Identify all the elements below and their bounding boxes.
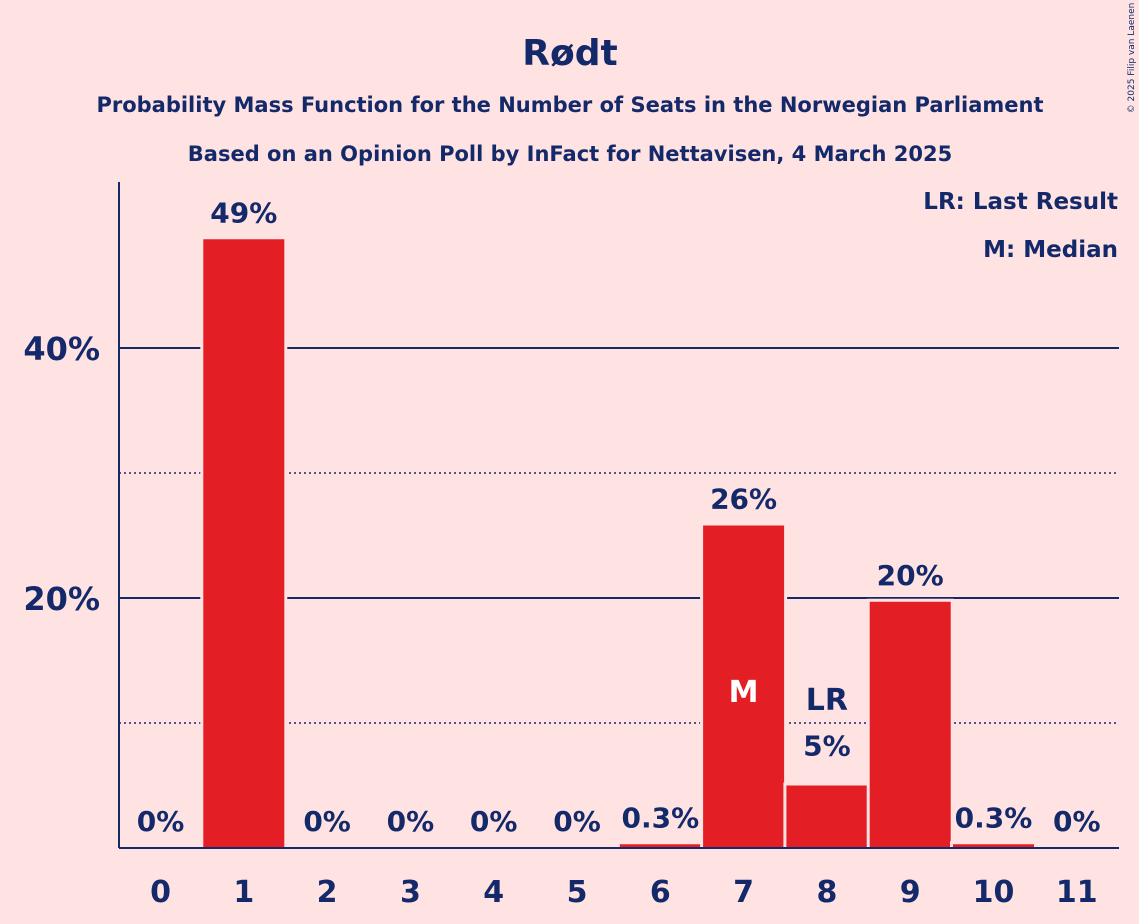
x-tick-label: 8 <box>816 875 837 910</box>
value-label-0: 0% <box>137 805 185 838</box>
x-tick-label: 5 <box>567 875 588 910</box>
bar-seats-9 <box>869 601 951 848</box>
bar-seats-7 <box>703 525 785 848</box>
data-labels: 0% 49% 0% 0% 0% 0% 0.3% 26% 5% 20% 0.3% 0% M LR <box>137 196 1101 838</box>
bars <box>200 236 1037 848</box>
legend-median: M: Median <box>983 237 1118 263</box>
median-marker: M <box>729 675 759 710</box>
y-tick-label: 40% <box>23 330 100 368</box>
last-result-marker: LR <box>806 683 848 718</box>
x-tick-label: 4 <box>483 875 504 910</box>
value-label-3: 0% <box>387 805 435 838</box>
value-label-9: 20% <box>877 559 944 592</box>
value-label-6: 0.3% <box>621 801 699 834</box>
x-tick-label: 10 <box>973 875 1015 910</box>
value-label-8: 5% <box>803 730 851 763</box>
chart-subtitle-line2: Based on an Opinion Poll by InFact for N… <box>188 142 952 166</box>
chart-title: Rødt <box>522 33 617 74</box>
bar-seats-6 <box>619 844 701 848</box>
value-label-7: 26% <box>710 483 777 516</box>
value-label-4: 0% <box>470 805 518 838</box>
legend-last-result: LR: Last Result <box>923 189 1118 215</box>
chart-subtitle-line1: Probability Mass Function for the Number… <box>96 93 1043 117</box>
x-tick-label: 0 <box>150 875 171 910</box>
y-tick-labels: 20% 40% <box>23 330 100 618</box>
copyright-notice: © 2025 Filip van Laenen <box>1127 3 1137 114</box>
value-label-1: 49% <box>210 196 277 229</box>
x-tick-labels: 0 1 2 3 4 5 6 7 8 9 10 11 <box>150 875 1098 910</box>
bar-seats-1 <box>203 239 285 848</box>
x-tick-label: 2 <box>317 875 338 910</box>
value-label-5: 0% <box>553 805 601 838</box>
y-tick-label: 20% <box>23 580 100 618</box>
value-label-2: 0% <box>303 805 351 838</box>
x-tick-label: 3 <box>400 875 421 910</box>
x-tick-label: 7 <box>733 875 754 910</box>
bar-seats-8 <box>786 785 868 848</box>
x-tick-label: 9 <box>900 875 921 910</box>
x-tick-label: 11 <box>1056 875 1098 910</box>
value-label-10: 0.3% <box>955 801 1033 834</box>
bar-seats-10 <box>953 844 1034 848</box>
value-label-11: 0% <box>1053 805 1101 838</box>
x-tick-label: 6 <box>650 875 671 910</box>
x-tick-label: 1 <box>233 875 254 910</box>
